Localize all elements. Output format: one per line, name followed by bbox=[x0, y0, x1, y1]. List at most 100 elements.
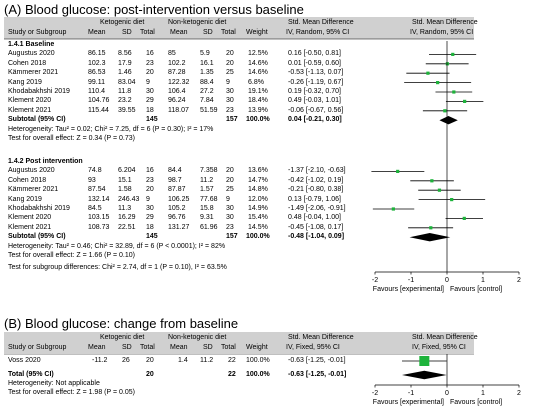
total-label: Total (95% CI) bbox=[8, 371, 54, 378]
study-name: Augustus 2020 bbox=[8, 167, 55, 175]
total-non: 9 bbox=[226, 78, 230, 86]
sd-non: 7.84 bbox=[200, 97, 214, 105]
ci-text: -0.45 [-1.08, 0.17] bbox=[288, 223, 344, 231]
sd-keto: 39.55 bbox=[118, 106, 136, 114]
col-total-keto: Total bbox=[140, 29, 155, 36]
study-name: Kang 2019 bbox=[8, 195, 42, 203]
total-keto: 20 bbox=[146, 69, 154, 77]
study-name: Kämmerer 2021 bbox=[8, 69, 59, 77]
study-name: Klement 2021 bbox=[8, 223, 52, 231]
mean-non: 122.32 bbox=[168, 78, 190, 86]
col-mean-keto-b: Mean bbox=[88, 344, 106, 351]
subtotal-label: Subtotal (95% CI) bbox=[8, 233, 66, 241]
study-marker bbox=[462, 216, 466, 220]
study-marker bbox=[451, 52, 455, 56]
weight: 13.6% bbox=[248, 167, 268, 175]
mean-non: 1.4 bbox=[178, 357, 188, 364]
study-marker bbox=[396, 169, 400, 173]
col-ci: IV, Random, 95% CI bbox=[286, 29, 350, 36]
sd-non: 77.68 bbox=[200, 195, 218, 203]
panel-b-header-bg bbox=[4, 332, 474, 354]
subtotal-ci: -0.48 [-1.04, 0.09] bbox=[288, 233, 345, 241]
sd-non: 16.1 bbox=[200, 59, 214, 67]
tick-label: -1 bbox=[408, 277, 414, 284]
sd-non: 1.35 bbox=[200, 69, 214, 77]
total-n-non: 22 bbox=[228, 371, 236, 378]
mean-non: 106.4 bbox=[168, 88, 186, 95]
pooled-diamond bbox=[409, 233, 451, 242]
weight: 14.9% bbox=[248, 205, 268, 212]
ci-text: 0.13 [-0.79, 1.06] bbox=[288, 195, 341, 203]
mean-keto: 86.53 bbox=[88, 69, 106, 77]
study-name: Kämmerer 2021 bbox=[8, 186, 59, 194]
total-non: 30 bbox=[226, 97, 234, 105]
smd-header: Std. Mean Difference bbox=[288, 19, 354, 26]
study-marker bbox=[443, 109, 447, 113]
total-ci: -0.63 [-1.25, -0.01] bbox=[288, 371, 347, 378]
mean-keto: 102.3 bbox=[88, 59, 106, 67]
study-marker bbox=[436, 81, 440, 85]
mean-keto: 104.76 bbox=[88, 97, 110, 105]
total-keto: 18 bbox=[146, 223, 154, 231]
subtotal-weight: 100.0% bbox=[246, 116, 270, 124]
mean-non: 87.28 bbox=[168, 69, 186, 77]
tick-label: 0 bbox=[445, 390, 449, 397]
col-sd-non: SD bbox=[203, 29, 213, 36]
study-name: Voss 2020 bbox=[8, 357, 41, 364]
mean-keto: 132.14 bbox=[88, 195, 110, 203]
subgroup-title: 1.4.2 Post intervention bbox=[8, 158, 83, 165]
sd-non: 11.2 bbox=[200, 357, 214, 364]
sd-non: 27.2 bbox=[200, 88, 214, 95]
sd-keto: 22.51 bbox=[118, 223, 136, 231]
tick-label: 1 bbox=[481, 277, 485, 284]
study-marker bbox=[419, 356, 430, 366]
weight: 100.0% bbox=[246, 357, 270, 364]
total-non: 9 bbox=[226, 195, 230, 203]
mean-non: 85 bbox=[168, 50, 176, 58]
overall-effect-b: Test for overall effect: Z = 1.98 (P = 0… bbox=[8, 389, 135, 396]
tick-label: 2 bbox=[517, 390, 521, 397]
sd-keto: 26 bbox=[122, 357, 130, 364]
weight: 14.6% bbox=[248, 69, 268, 77]
overall-effect: Test for overall effect: Z = 1.66 (P = 0… bbox=[8, 252, 135, 259]
ci-text: -0.26 [-1.19, 0.67] bbox=[288, 78, 344, 86]
smd-header-plot-b: Std. Mean Difference bbox=[412, 334, 478, 341]
ci-text: -1.37 [-2.10, -0.63] bbox=[288, 167, 346, 175]
mean-keto: 87.54 bbox=[88, 186, 106, 194]
total-n-keto: 20 bbox=[146, 371, 154, 378]
mean-non: 96.24 bbox=[168, 97, 186, 105]
mean-non: 96.76 bbox=[168, 214, 186, 222]
study-marker bbox=[429, 226, 433, 230]
study-name: Kang 2019 bbox=[8, 78, 42, 86]
sd-non: 1.57 bbox=[200, 186, 214, 194]
weight: 12.5% bbox=[248, 50, 268, 58]
total-keto: 29 bbox=[146, 214, 154, 222]
panel-a-header-bg bbox=[4, 17, 474, 39]
sd-non: 51.59 bbox=[200, 106, 218, 114]
mean-non: 118.07 bbox=[168, 106, 189, 114]
total-non: 30 bbox=[226, 205, 234, 212]
tick-label: 1 bbox=[481, 390, 485, 397]
study-marker bbox=[426, 71, 430, 75]
col-mean-non-b: Mean bbox=[170, 344, 188, 351]
ci-text: 0.16 [-0.50, 0.81] bbox=[288, 50, 341, 58]
total-keto: 23 bbox=[146, 176, 154, 184]
sd-keto: 6.204 bbox=[118, 167, 136, 175]
study-marker bbox=[450, 198, 454, 202]
weight: 14.5% bbox=[248, 223, 268, 231]
mean-non: 106.25 bbox=[168, 195, 190, 203]
sd-keto: 1.46 bbox=[118, 69, 132, 77]
study-name: Klement 2020 bbox=[8, 97, 52, 105]
heterogeneity: Heterogeneity: Tau² = 0.02; Chi² = 7.25,… bbox=[8, 125, 214, 133]
sd-keto: 17.9 bbox=[118, 59, 132, 67]
col-total-non-b: Total bbox=[221, 344, 236, 351]
study-name: Khodabakhshi 2019 bbox=[8, 88, 70, 95]
panel-a-title: (A) Blood glucose: post-intervention ver… bbox=[4, 2, 304, 17]
total-non: 20 bbox=[226, 176, 234, 184]
subtotal-label: Subtotal (95% CI) bbox=[8, 116, 66, 124]
study-marker bbox=[391, 207, 395, 211]
ci-text: 0.19 [-0.32, 0.70] bbox=[288, 88, 341, 95]
sd-keto: 11.3 bbox=[118, 205, 132, 212]
sd-keto: 11.8 bbox=[118, 88, 132, 95]
total-keto: 23 bbox=[146, 59, 154, 67]
